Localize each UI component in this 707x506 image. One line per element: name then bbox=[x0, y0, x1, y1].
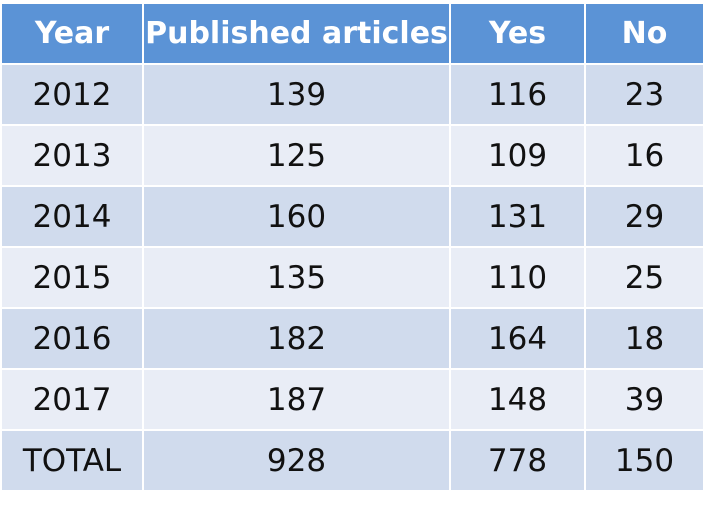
cell-no: 18 bbox=[586, 309, 703, 370]
cell-yes: 164 bbox=[451, 309, 586, 370]
cell-year: 2014 bbox=[2, 187, 144, 248]
data-table: Year Published articles Yes No 2012 139 11… bbox=[2, 4, 703, 492]
cell-no: 23 bbox=[586, 65, 703, 126]
cell-no: 25 bbox=[586, 248, 703, 309]
cell-yes: 778 bbox=[451, 431, 586, 492]
table-row: 2014 160 131 29 bbox=[2, 187, 703, 248]
cell-yes: 116 bbox=[451, 65, 586, 126]
cell-no: 39 bbox=[586, 370, 703, 431]
table-row: 2012 139 116 23 bbox=[2, 65, 703, 126]
cell-no: 16 bbox=[586, 126, 703, 187]
column-header-published-articles: Published articles bbox=[144, 4, 451, 65]
column-header-yes: Yes bbox=[451, 4, 586, 65]
table-row: 2015 135 110 25 bbox=[2, 248, 703, 309]
cell-published-articles: 928 bbox=[144, 431, 451, 492]
cell-published-articles: 160 bbox=[144, 187, 451, 248]
table-row: TOTAL 928 778 150 bbox=[2, 431, 703, 492]
cell-yes: 148 bbox=[451, 370, 586, 431]
cell-published-articles: 135 bbox=[144, 248, 451, 309]
column-header-year: Year bbox=[2, 4, 144, 65]
table-row: 2016 182 164 18 bbox=[2, 309, 703, 370]
column-header-no: No bbox=[586, 4, 703, 65]
table-row: 2017 187 148 39 bbox=[2, 370, 703, 431]
cell-year: 2012 bbox=[2, 65, 144, 126]
table-row: 2013 125 109 16 bbox=[2, 126, 703, 187]
cell-published-articles: 182 bbox=[144, 309, 451, 370]
cell-no: 29 bbox=[586, 187, 703, 248]
cell-yes: 109 bbox=[451, 126, 586, 187]
cell-year: TOTAL bbox=[2, 431, 144, 492]
cell-year: 2015 bbox=[2, 248, 144, 309]
table-body: 2012 139 116 23 2013 125 109 16 2014 160 131 29 2015… bbox=[2, 65, 703, 492]
cell-published-articles: 125 bbox=[144, 126, 451, 187]
cell-published-articles: 139 bbox=[144, 65, 451, 126]
cell-year: 2016 bbox=[2, 309, 144, 370]
cell-year: 2017 bbox=[2, 370, 144, 431]
cell-no: 150 bbox=[586, 431, 703, 492]
header-row: Year Published articles Yes No bbox=[2, 4, 703, 65]
cell-published-articles: 187 bbox=[144, 370, 451, 431]
cell-yes: 110 bbox=[451, 248, 586, 309]
data-table-container: Year Published articles Yes No 2012 139 11… bbox=[2, 4, 703, 492]
cell-yes: 131 bbox=[451, 187, 586, 248]
cell-year: 2013 bbox=[2, 126, 144, 187]
